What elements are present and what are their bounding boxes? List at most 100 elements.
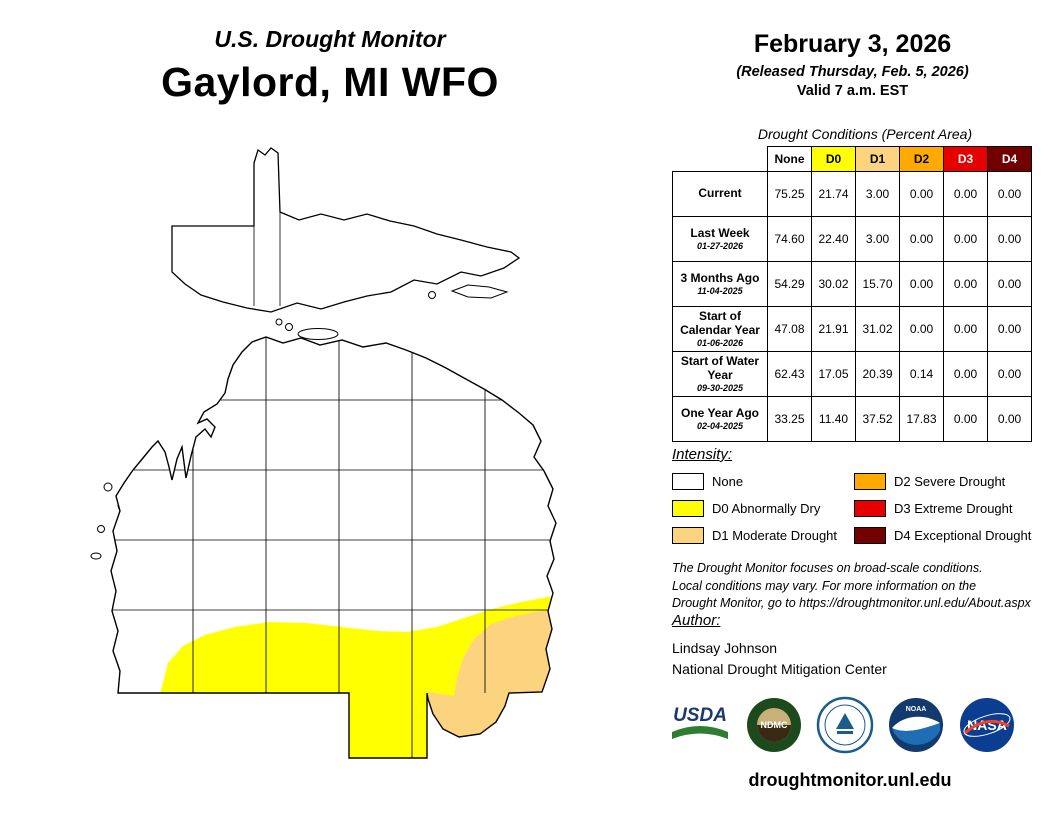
drought-map bbox=[90, 147, 557, 759]
legend-label: None bbox=[712, 474, 744, 489]
table-cell: 62.43 bbox=[767, 351, 812, 397]
table-cell: 0.00 bbox=[899, 216, 944, 262]
legend-item-d1: D1 Moderate Drought bbox=[672, 527, 848, 544]
row-label-last-week: Last Week 01-27-2026 bbox=[672, 216, 768, 262]
table-cell: 21.74 bbox=[811, 171, 856, 217]
table-row: Start of Water Year 09-30-2025 62.43 17.… bbox=[672, 351, 1032, 397]
table-cell: 0.00 bbox=[899, 171, 944, 217]
author-name: Lindsay Johnson bbox=[672, 640, 778, 656]
table-row: Current 75.25 21.74 3.00 0.00 0.00 0.00 bbox=[672, 171, 1032, 217]
upper-peninsula-outline bbox=[171, 147, 521, 313]
author-block: Author: Lindsay Johnson National Drought… bbox=[672, 612, 887, 677]
svg-text:NASA: NASA bbox=[967, 717, 1007, 733]
table-cell: 33.25 bbox=[767, 396, 812, 442]
d0-swatch bbox=[672, 500, 704, 517]
noaa-logo: NOAA bbox=[888, 697, 944, 758]
report-date: February 3, 2026 bbox=[753, 30, 952, 58]
row-label-start-calendar-year: Start of Calendar Year 01-06-2026 bbox=[672, 306, 768, 352]
county-grid bbox=[111, 337, 556, 758]
table-cell: 0.00 bbox=[987, 216, 1032, 262]
usda-logo: USDA bbox=[668, 700, 732, 755]
legend-item-d0: D0 Abnormally Dry bbox=[672, 500, 848, 517]
site-url: droughtmonitor.unl.edu bbox=[748, 770, 952, 790]
table-cell: 30.02 bbox=[811, 261, 856, 307]
table-cell: 17.05 bbox=[811, 351, 856, 397]
table-cell: 0.00 bbox=[987, 261, 1032, 307]
column-header-d1: D1 bbox=[855, 146, 900, 172]
disclaimer-text: The Drought Monitor focuses on broad-sca… bbox=[672, 560, 1031, 613]
legend-label: D0 Abnormally Dry bbox=[712, 501, 821, 516]
table-cell: 0.00 bbox=[943, 261, 988, 307]
svg-text:NOAA: NOAA bbox=[906, 706, 927, 713]
upper-peninsula-county-lines bbox=[253, 212, 281, 306]
table-header-row: None D0 D1 D2 D3 D4 bbox=[672, 146, 1032, 172]
table-cell: 37.52 bbox=[855, 396, 900, 442]
d2-swatch bbox=[854, 473, 887, 490]
table-cell: 0.00 bbox=[899, 306, 944, 352]
row-label-current: Current bbox=[672, 171, 768, 217]
table-cell: 15.70 bbox=[855, 261, 900, 307]
table-cell: 0.00 bbox=[899, 261, 944, 307]
legend-label: D1 Moderate Drought bbox=[712, 528, 838, 543]
table-cell: 31.02 bbox=[855, 306, 900, 352]
row-label-3-months-ago: 3 Months Ago 11-04-2025 bbox=[672, 261, 768, 307]
legend-title: Intensity: bbox=[672, 446, 733, 463]
svg-text:USDA: USDA bbox=[673, 705, 727, 726]
region-title: Gaylord, MI WFO bbox=[161, 59, 499, 105]
table-cell: 0.00 bbox=[943, 306, 988, 352]
d4-swatch bbox=[854, 527, 887, 544]
table-cell: 22.40 bbox=[811, 216, 856, 262]
d3-swatch bbox=[854, 500, 887, 517]
author-heading: Author: bbox=[672, 612, 721, 629]
table-row: 3 Months Ago 11-04-2025 54.29 30.02 15.7… bbox=[672, 261, 1032, 307]
column-header-none: None bbox=[767, 146, 812, 172]
lower-peninsula-outline bbox=[110, 336, 557, 759]
date-block: February 3, 2026 (Released Thursday, Feb… bbox=[680, 30, 1025, 99]
table-cell: 3.00 bbox=[855, 171, 900, 217]
table-cell: 0.00 bbox=[943, 171, 988, 217]
table-cell: 0.14 bbox=[899, 351, 944, 397]
author-org: National Drought Mitigation Center bbox=[672, 661, 887, 677]
legend-item-d3: D3 Extreme Drought bbox=[854, 500, 1034, 517]
table-cell: 0.00 bbox=[987, 396, 1032, 442]
table-cell: 74.60 bbox=[767, 216, 812, 262]
row-label-start-water-year: Start of Water Year 09-30-2025 bbox=[672, 351, 768, 397]
table-cell: 0.00 bbox=[943, 351, 988, 397]
column-header-d3: D3 bbox=[943, 146, 988, 172]
release-date: (Released Thursday, Feb. 5, 2026) bbox=[736, 64, 969, 80]
column-header-d0: D0 bbox=[811, 146, 856, 172]
legend-item-d4: D4 Exceptional Drought bbox=[854, 527, 1034, 544]
table-corner-cell bbox=[672, 146, 768, 172]
valid-time: Valid 7 a.m. EST bbox=[796, 83, 909, 99]
report-title: U.S. Drought Monitor bbox=[214, 26, 446, 52]
partner-logos: USDA NDMC NOA bbox=[668, 696, 1016, 759]
row-label-one-year-ago: One Year Ago 02-04-2025 bbox=[672, 396, 768, 442]
d1-swatch bbox=[672, 527, 704, 544]
table-cell: 21.91 bbox=[811, 306, 856, 352]
table-row: One Year Ago 02-04-2025 33.25 11.40 37.5… bbox=[672, 396, 1032, 442]
svg-text:NDMC: NDMC bbox=[761, 720, 788, 730]
table-cell: 0.00 bbox=[987, 351, 1032, 397]
table-cell: 3.00 bbox=[855, 216, 900, 262]
legend-item-none: None bbox=[672, 473, 848, 490]
table-row: Start of Calendar Year 01-06-2026 47.08 … bbox=[672, 306, 1032, 352]
table-cell: 0.00 bbox=[943, 396, 988, 442]
table-row: Last Week 01-27-2026 74.60 22.40 3.00 0.… bbox=[672, 216, 1032, 262]
legend-item-d2: D2 Severe Drought bbox=[854, 473, 1034, 490]
drought-conditions-table: None D0 D1 D2 D3 D4 Current 75.25 21.74 … bbox=[672, 146, 1032, 442]
legend-label: D3 Extreme Drought bbox=[894, 501, 1013, 516]
table-cell: 75.25 bbox=[767, 171, 812, 217]
intensity-legend: Intensity: None D0 Abnormally Dry D1 Mod… bbox=[672, 446, 1034, 544]
table-cell: 0.00 bbox=[987, 171, 1032, 217]
legend-label: D4 Exceptional Drought bbox=[894, 528, 1032, 543]
nasa-logo: NASA bbox=[958, 696, 1016, 759]
commerce-seal-logo bbox=[816, 696, 874, 759]
table-title: Drought Conditions (Percent Area) bbox=[757, 126, 973, 142]
none-swatch bbox=[672, 473, 704, 490]
table-cell: 17.83 bbox=[899, 396, 944, 442]
table-cell: 0.00 bbox=[943, 216, 988, 262]
table-cell: 47.08 bbox=[767, 306, 812, 352]
column-header-d4: D4 bbox=[987, 146, 1032, 172]
table-cell: 11.40 bbox=[811, 396, 856, 442]
disclaimer-line: Local conditions may vary. For more info… bbox=[672, 578, 977, 593]
